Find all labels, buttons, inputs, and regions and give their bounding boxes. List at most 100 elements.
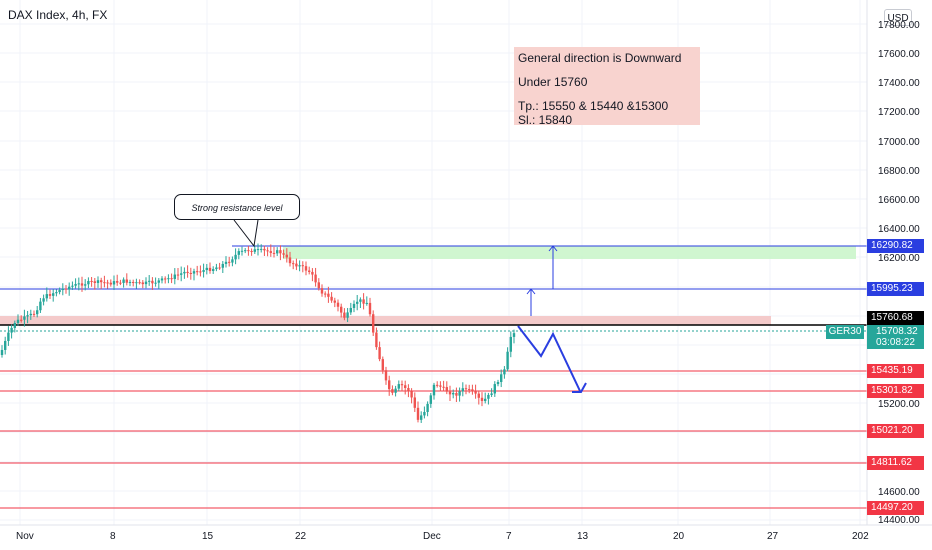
- candle-body: [423, 411, 426, 416]
- y-tick-14600: 14600.00: [878, 487, 920, 498]
- supply-zone: [0, 316, 771, 325]
- y-tick-14400: 14400.00: [878, 515, 920, 526]
- note-sl: Sl.: 15840: [518, 113, 573, 127]
- candle-body: [7, 332, 10, 341]
- y-tick-15200: 15200.00: [878, 399, 920, 410]
- candle-body: [420, 415, 423, 420]
- up-arrow-large-head: [548, 245, 558, 252]
- candle-body: [106, 282, 109, 284]
- candle-body: [29, 313, 32, 316]
- chart-grid: [0, 0, 867, 525]
- note-direction: General direction is Downward: [518, 51, 682, 65]
- price-tag-14497[interactable]: 14497.20: [867, 501, 924, 515]
- x-label-20: 20: [673, 531, 685, 542]
- chart-title: DAX Index, 4h, FX: [8, 8, 108, 22]
- x-label-7: 7: [506, 531, 512, 542]
- candle-body: [484, 398, 487, 401]
- candle-body: [196, 271, 199, 273]
- resistance-callout[interactable]: Strong resistance level: [174, 194, 300, 220]
- candle-body: [490, 393, 493, 395]
- candle-body: [125, 279, 128, 283]
- candle-body: [343, 312, 346, 318]
- callout-pointer: [233, 219, 259, 248]
- price-tag-15435[interactable]: 15435.19: [867, 364, 924, 378]
- y-tick-16200: 16200.00: [878, 253, 920, 264]
- candlestick-series: [0, 243, 516, 423]
- candle-body: [368, 302, 372, 315]
- candle-body: [183, 271, 186, 274]
- candle-body: [279, 250, 282, 254]
- candle-body: [394, 388, 397, 393]
- candle-body: [272, 252, 276, 254]
- candle-body: [135, 282, 138, 284]
- candle-body: [503, 369, 506, 375]
- candle-body: [285, 254, 288, 258]
- candle-body: [148, 280, 151, 282]
- candle-body: [42, 298, 45, 302]
- price-tag-15760[interactable]: 15760.68: [867, 311, 924, 325]
- trade-note[interactable]: General direction is Downward Under 1576…: [514, 47, 700, 127]
- candle-body: [500, 374, 503, 382]
- price-tag-15301[interactable]: 15301.82: [867, 384, 924, 398]
- price-tag-14811[interactable]: 14811.62: [867, 456, 924, 470]
- candle-body: [23, 316, 26, 320]
- candle-body: [96, 280, 100, 283]
- candle-body: [455, 393, 458, 396]
- candle-body: [157, 280, 160, 283]
- x-label-202: 202: [852, 531, 869, 542]
- candle-body: [256, 249, 260, 251]
- candle-body: [237, 251, 240, 255]
- candle-body: [506, 351, 509, 370]
- projection-path-line[interactable]: [517, 325, 581, 392]
- candle-body: [477, 393, 480, 398]
- candle-body: [333, 300, 336, 303]
- price-tag-15995[interactable]: 15995.23: [867, 282, 924, 296]
- symbol-tag: GER30: [826, 325, 864, 339]
- candle-body: [61, 288, 64, 291]
- candle-body: [292, 263, 295, 265]
- candle-body: [410, 391, 413, 398]
- candle-body: [164, 278, 167, 280]
- x-label-15: 15: [202, 531, 214, 542]
- candle-body: [471, 389, 474, 392]
- projection-arrow-head: [572, 382, 587, 393]
- candle-body: [263, 248, 266, 251]
- candle-body: [224, 261, 228, 264]
- candle-body: [496, 381, 500, 385]
- candle-body: [413, 397, 416, 408]
- candle-body: [362, 299, 365, 304]
- candle-body: [253, 249, 256, 252]
- candle-body: [301, 265, 304, 267]
- candle-body: [10, 327, 13, 333]
- x-label-22: 22: [295, 531, 307, 542]
- candle-body: [199, 271, 202, 273]
- candle-body: [212, 269, 215, 271]
- candle-body: [167, 278, 170, 280]
- price-tag-15021[interactable]: 15021.20: [867, 424, 924, 438]
- candle-body: [381, 359, 384, 371]
- candle-body: [122, 279, 125, 283]
- candle-body: [375, 332, 378, 348]
- candle-body: [218, 267, 221, 269]
- candle-body: [240, 250, 244, 252]
- candle-body: [71, 285, 74, 287]
- candle-body: [160, 278, 164, 281]
- candle-body: [416, 407, 420, 420]
- candle-body: [215, 267, 218, 270]
- candle-body: [349, 307, 352, 313]
- candle-body: [480, 397, 484, 401]
- candle-body: [141, 282, 144, 285]
- x-label-8: 8: [110, 531, 116, 542]
- candle-body: [426, 403, 429, 412]
- candle-body: [317, 282, 320, 289]
- last-price-tag: 15708.32 03:08:22: [867, 325, 924, 349]
- candle-body: [247, 250, 250, 252]
- price-tag-16290[interactable]: 16290.82: [867, 239, 924, 253]
- candle-body: [464, 388, 468, 390]
- currency-button[interactable]: USD: [884, 9, 912, 26]
- candle-body: [93, 281, 96, 283]
- candle-body: [132, 281, 135, 283]
- candle-body: [378, 347, 381, 360]
- candle-body: [388, 380, 391, 390]
